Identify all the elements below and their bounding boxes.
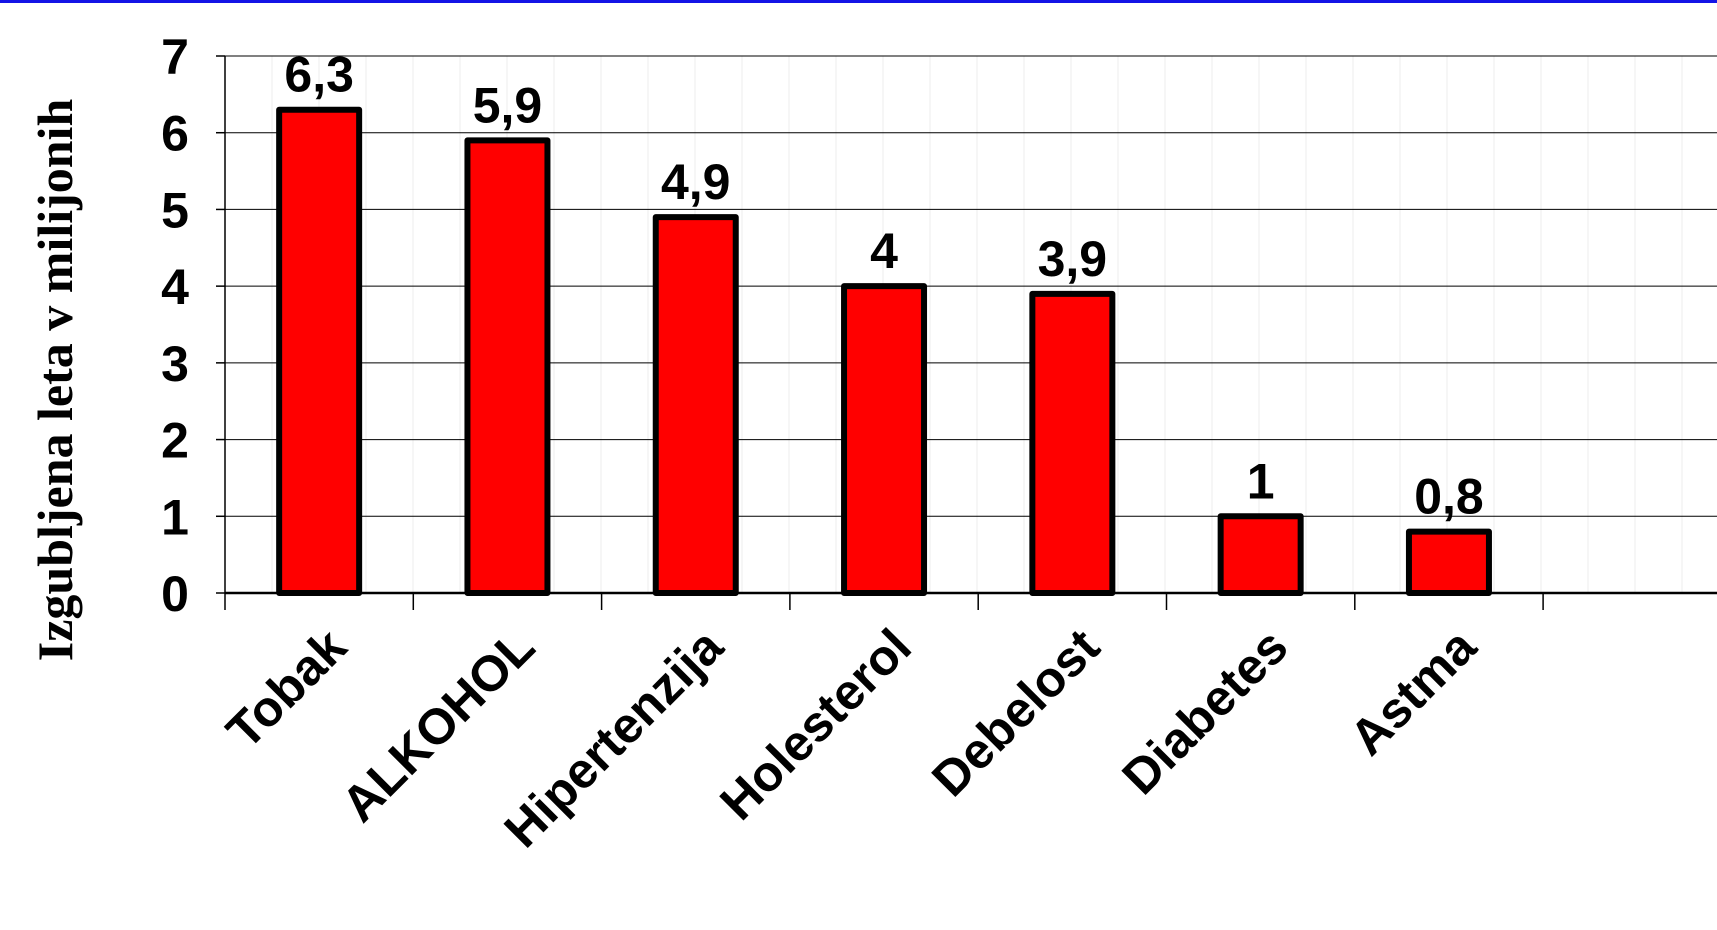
- category-label: Holesterol: [709, 618, 921, 830]
- bar: [841, 283, 928, 596]
- y-tick-label: 6: [161, 106, 189, 162]
- y-tick-label: 1: [161, 489, 189, 545]
- y-tick-label: 0: [161, 566, 189, 622]
- bar: [652, 214, 739, 596]
- data-label: 6,3: [284, 47, 354, 103]
- header-rule: [0, 0, 1717, 3]
- category-label: Diabetes: [1111, 618, 1298, 805]
- bar: [1029, 290, 1116, 596]
- category-label: Tobak: [216, 618, 357, 759]
- bar: [1405, 528, 1492, 597]
- y-tick-label: 2: [161, 413, 189, 469]
- category-label: Astma: [1339, 617, 1488, 766]
- bar: [464, 137, 551, 596]
- category-label: Debelost: [921, 618, 1110, 807]
- y-tick-label: 7: [161, 29, 189, 85]
- data-label: 4: [870, 223, 898, 279]
- bars: [276, 106, 1492, 597]
- y-tick-label: 4: [161, 259, 189, 315]
- data-label: 5,9: [473, 77, 543, 133]
- y-tick-label: 5: [161, 182, 189, 238]
- bar: [276, 106, 363, 596]
- axes: [216, 55, 1717, 610]
- data-label: 3,9: [1038, 231, 1108, 287]
- y-axis-label: Izgubljena leta v milijonih: [27, 99, 83, 662]
- grid-lines: [225, 55, 1717, 593]
- data-label: 1: [1247, 453, 1275, 509]
- y-tick-label: 3: [161, 336, 189, 392]
- data-labels: 6,3 5,9 4,9 4 3,9 1 0,8: [284, 47, 1483, 525]
- data-label: 0,8: [1414, 469, 1484, 525]
- data-label: 4,9: [661, 154, 731, 210]
- bar: [1217, 513, 1304, 596]
- y-tick-labels: 0 1 2 3 4 5 6 7: [161, 29, 189, 622]
